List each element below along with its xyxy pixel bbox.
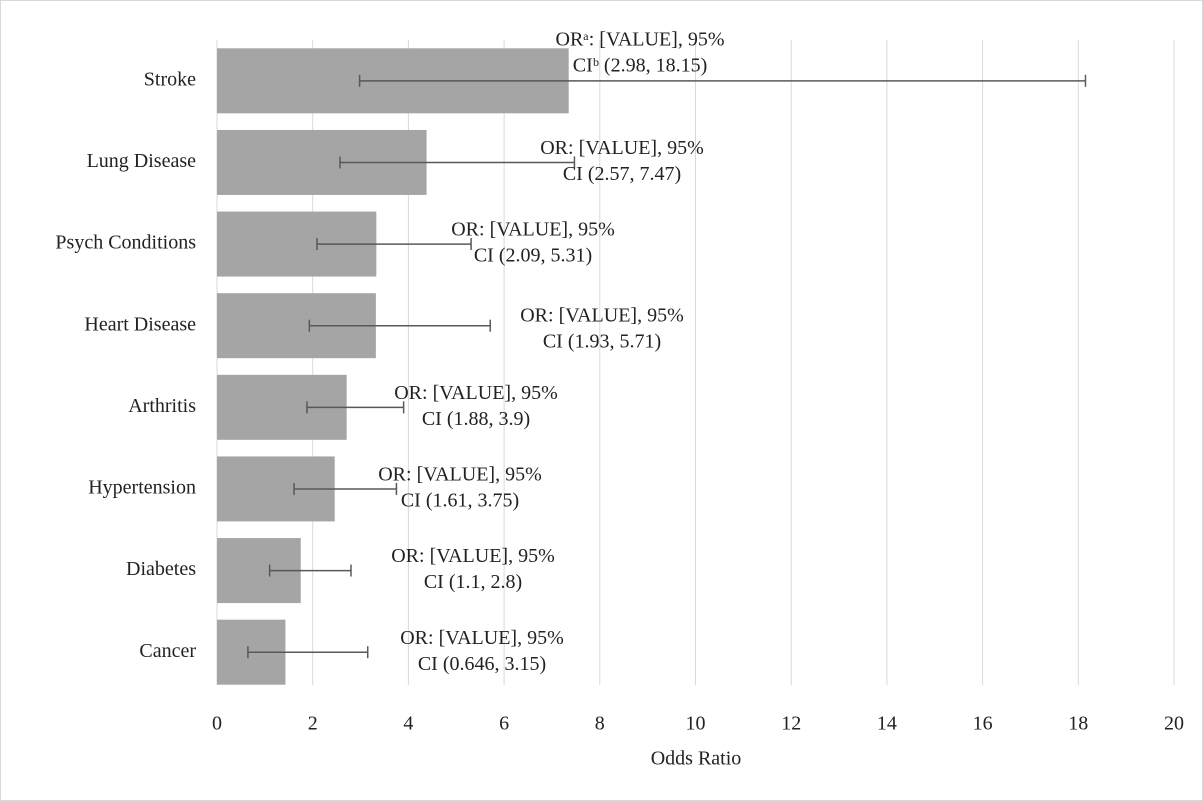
y-tick-label: Arthritis bbox=[128, 395, 196, 417]
y-tick-label: Stroke bbox=[144, 68, 196, 90]
y-tick-label: Heart Disease bbox=[84, 313, 196, 335]
x-tick-label: 0 bbox=[212, 713, 222, 735]
y-tick-label: Diabetes bbox=[126, 558, 196, 580]
data-label: OR: [VALUE], 95% bbox=[378, 464, 542, 486]
y-tick-label: Lung Disease bbox=[87, 150, 197, 172]
data-label: OR: [VALUE], 95% bbox=[391, 545, 555, 567]
x-tick-label: 2 bbox=[308, 713, 318, 735]
data-label: CI (1.88, 3.9) bbox=[422, 408, 530, 430]
data-label: OR: [VALUE], 95% bbox=[394, 382, 558, 404]
x-tick-label: 6 bbox=[499, 713, 509, 735]
x-tick-label: 18 bbox=[1068, 713, 1088, 735]
x-tick-label: 16 bbox=[973, 713, 993, 735]
data-label: CI (0.646, 3.15) bbox=[418, 653, 546, 675]
data-label: CI (2.09, 5.31) bbox=[474, 245, 592, 267]
x-tick-label: 12 bbox=[781, 713, 801, 735]
data-label: OR: [VALUE], 95% bbox=[520, 304, 684, 326]
data-label: CI (1.1, 2.8) bbox=[424, 571, 522, 593]
data-label: CIᵇ (2.98, 18.15) bbox=[573, 54, 708, 76]
data-label: OR: [VALUE], 95% bbox=[451, 219, 615, 241]
y-tick-label: Psych Conditions bbox=[55, 232, 196, 254]
y-tick-label: Cancer bbox=[139, 640, 196, 662]
x-tick-label: 14 bbox=[877, 713, 897, 735]
data-label: OR: [VALUE], 95% bbox=[540, 137, 704, 159]
x-tick-label: 4 bbox=[403, 713, 413, 735]
y-tick-label: Hypertension bbox=[88, 477, 196, 499]
data-label: CI (2.57, 7.47) bbox=[563, 163, 681, 185]
data-label: ORᵃ: [VALUE], 95% bbox=[556, 28, 725, 50]
data-label: CI (1.93, 5.71) bbox=[543, 330, 661, 352]
x-axis-title: Odds Ratio bbox=[651, 748, 742, 770]
x-tick-label: 20 bbox=[1164, 713, 1184, 735]
x-tick-label: 10 bbox=[686, 713, 706, 735]
data-label: OR: [VALUE], 95% bbox=[400, 627, 564, 649]
data-label: CI (1.61, 3.75) bbox=[401, 490, 519, 512]
x-tick-label: 8 bbox=[595, 713, 605, 735]
